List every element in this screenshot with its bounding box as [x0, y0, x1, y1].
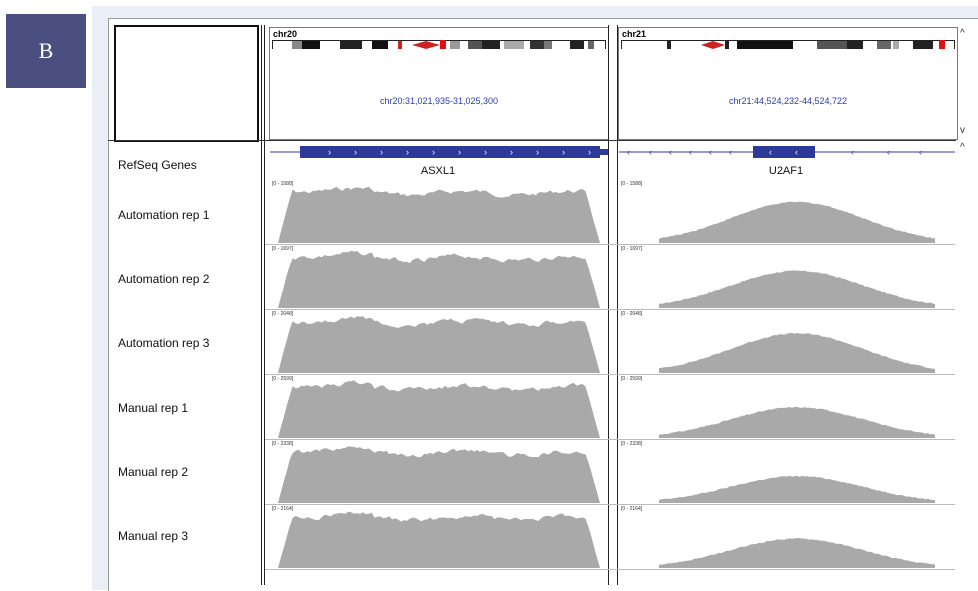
gene-label-asxl1[interactable]: ASXL1 [420, 165, 456, 177]
coverage-area [278, 446, 600, 503]
data-range-left: [0 - 2338] [272, 441, 294, 447]
data-range-right: [0 - 2164] [621, 506, 643, 512]
coverage-track-left[interactable] [270, 505, 608, 569]
strand-arrow: › [354, 147, 357, 157]
strand-arrow: ‹ [919, 147, 922, 157]
data-range-right: [0 - 2599] [621, 376, 643, 382]
track-name[interactable]: Automation rep 1 [118, 208, 210, 222]
data-range-left: [0 - 2048] [272, 311, 294, 317]
strand-arrow: ‹ [887, 147, 890, 157]
locus-coordinates: chr21:44,524,232-44,524,722 [728, 96, 848, 106]
data-range-right: [0 - 2338] [621, 441, 643, 447]
chromosome-ideogram[interactable] [272, 40, 606, 49]
data-range-left: [0 - 2164] [272, 506, 294, 512]
locus-panel-divider-inner [617, 25, 618, 585]
name-panel-divider[interactable] [261, 25, 262, 585]
coverage-track-left[interactable] [270, 440, 608, 504]
coverage-track-left[interactable] [270, 375, 608, 439]
coverage-area [278, 380, 600, 438]
strand-arrow: › [562, 147, 565, 157]
strand-arrows: ‹ ‹ ‹ ‹ ‹ ‹ ‹ ‹ ‹ [627, 147, 922, 157]
locus-header-chr20[interactable]: chr20 chr20:31,021,935-31,025,300 [269, 27, 609, 140]
strand-arrow: ‹ [769, 147, 772, 157]
coverage-area [278, 250, 600, 308]
strand-arrow: ‹ [729, 147, 732, 157]
strand-arrow: › [588, 147, 591, 157]
strand-arrow: › [328, 147, 331, 157]
chromosome-ideogram[interactable] [621, 40, 955, 49]
data-range-right: [0 - 1697] [621, 246, 643, 252]
strand-arrow: › [432, 147, 435, 157]
strand-arrow: ‹ [709, 147, 712, 157]
coverage-track-right[interactable] [619, 505, 955, 569]
data-range-right: [0 - 1588] [621, 181, 643, 187]
tracks-scroll-up-icon[interactable]: ^ [960, 142, 965, 153]
chromosome-name: chr20 [273, 29, 298, 39]
gene-model-asxl1[interactable]: › › › › › › › › › › › [270, 143, 608, 163]
strand-arrow: › [510, 147, 513, 157]
track-name-refseq-genes[interactable]: RefSeq Genes [118, 158, 197, 172]
coverage-track-right[interactable] [619, 375, 955, 439]
strand-arrow: › [380, 147, 383, 157]
track-divider [265, 309, 955, 310]
coverage-track-right[interactable] [619, 245, 955, 309]
gene-label-u2af1[interactable]: U2AF1 [768, 165, 804, 177]
strand-arrow: ‹ [669, 147, 672, 157]
scroll-down-icon[interactable]: v [960, 125, 965, 136]
data-range-left: [0 - 1697] [272, 246, 294, 252]
track-divider [265, 569, 955, 570]
track-divider [265, 504, 955, 505]
strand-arrow: ‹ [649, 147, 652, 157]
coverage-area [659, 475, 935, 503]
chromosome-name: chr21 [622, 29, 647, 39]
data-range-left: [0 - 2599] [272, 376, 294, 382]
track-divider [265, 439, 955, 440]
track-name[interactable]: Automation rep 2 [118, 272, 210, 286]
coverage-track-right[interactable] [619, 180, 955, 244]
coverage-track-right[interactable] [619, 440, 955, 504]
track-divider [265, 374, 955, 375]
header-divider [108, 140, 956, 141]
coverage-area [659, 201, 935, 243]
locus-coordinates: chr20:31,021,935-31,025,300 [379, 96, 499, 106]
data-range-right: [0 - 2048] [621, 311, 643, 317]
panel-label: B [38, 38, 54, 63]
locus-panel-divider [608, 25, 609, 585]
strand-arrow: ‹ [851, 147, 854, 157]
coverage-track-right[interactable] [619, 310, 955, 374]
scroll-up-icon[interactable]: ^ [960, 28, 965, 39]
strand-arrow: › [536, 147, 539, 157]
strand-arrows: › › › › › › › › › › › [328, 147, 591, 157]
track-name[interactable]: Manual rep 3 [118, 529, 189, 543]
strand-arrow: ‹ [627, 147, 630, 157]
data-range-left: [0 - 1588] [272, 181, 294, 187]
coverage-track-left[interactable] [270, 310, 608, 374]
track-divider [265, 244, 955, 245]
track-name[interactable]: Manual rep 1 [118, 401, 189, 415]
strand-arrow: ‹ [795, 147, 798, 157]
coverage-track-left[interactable] [270, 180, 608, 244]
name-panel-divider-inner [264, 25, 265, 585]
coverage-area [659, 538, 935, 568]
name-panel-header [114, 25, 259, 142]
track-name[interactable]: Automation rep 3 [118, 336, 210, 350]
locus-header-chr21[interactable]: chr21 chr21:44,524,232-44,524,722 [618, 27, 958, 140]
coverage-area [278, 186, 600, 243]
strand-arrow: ‹ [689, 147, 692, 157]
coverage-area [659, 332, 935, 373]
panel-label-badge: B [6, 14, 86, 88]
coverage-area [278, 511, 600, 568]
coverage-area [659, 406, 935, 438]
strand-arrow: › [406, 147, 409, 157]
track-name[interactable]: Manual rep 2 [118, 465, 189, 479]
gene-model-u2af1[interactable]: ‹ ‹ ‹ ‹ ‹ ‹ ‹ ‹ ‹ ‹ ‹ [619, 143, 955, 163]
strand-arrow: › [484, 147, 487, 157]
coverage-track-left[interactable] [270, 245, 608, 309]
coverage-area [278, 316, 600, 373]
strand-arrow: › [458, 147, 461, 157]
coverage-area [659, 270, 935, 308]
